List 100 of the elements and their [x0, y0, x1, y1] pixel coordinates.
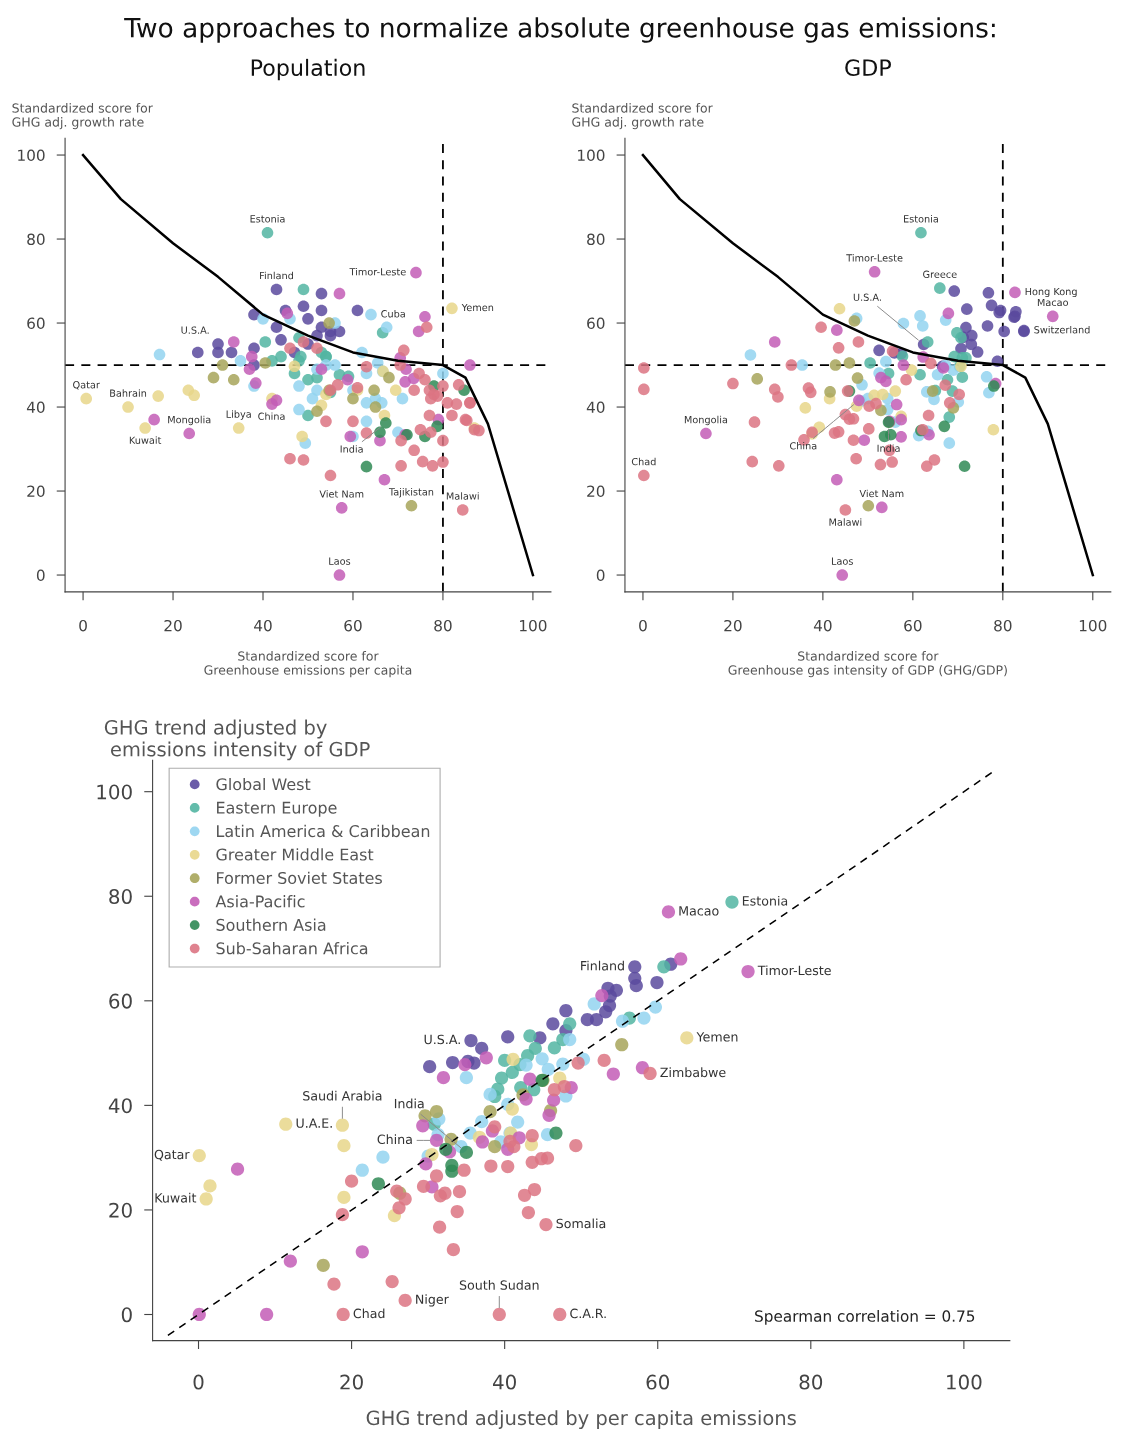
- chart-title: GDP: [845, 59, 891, 77]
- annotation: Libya: [226, 410, 251, 420]
- x-tick-label: 60: [646, 1374, 670, 1390]
- annotation: Laos: [831, 557, 853, 565]
- annotation: South Sudan: [459, 1280, 539, 1290]
- x-tick-label: 80: [994, 619, 1012, 632]
- x-axis-title: Standardized score for Greenhouse gas intensity of GDP (GHG/GDP): [728, 651, 1007, 678]
- y-axis-title: GHG trend adjusted by emissions intensity of GDP: [104, 719, 370, 761]
- annotation: Hong Kong: [1025, 287, 1077, 298]
- x-tick-label: 80: [799, 1374, 823, 1390]
- annotation: Qatar: [154, 1149, 190, 1161]
- y-axis-title: Standardized score for GHG adj. growth rate: [12, 103, 153, 130]
- y-tick-label: 20: [109, 1202, 132, 1218]
- legend-label: Greater Middle East: [216, 848, 374, 861]
- x-tick-label: 40: [813, 619, 832, 632]
- annotation: Niger: [416, 1294, 449, 1307]
- annotation: China: [789, 441, 817, 450]
- text: Two approaches to normalize absolute greenhouse gas emissions:: [124, 17, 995, 43]
- x-tick-label: 60: [344, 619, 362, 632]
- legend-label: Southern Asia: [216, 918, 326, 931]
- annotation: Timor-Leste: [846, 254, 903, 262]
- annotation: Viet Nam: [319, 490, 364, 498]
- annotation: Spearman correlation = 0.75: [755, 1310, 975, 1325]
- x-tick-label: 0: [639, 619, 647, 632]
- annotation: China: [258, 412, 285, 420]
- chart-title: Population: [251, 58, 365, 81]
- annotation: Macao: [679, 906, 719, 916]
- annotation: India: [340, 445, 363, 453]
- y-tick-label: 40: [26, 401, 45, 414]
- annotation: Finland: [260, 271, 293, 280]
- legend-label: Latin America & Caribbean: [217, 824, 430, 838]
- annotation: Qatar: [73, 381, 100, 390]
- annotation: Finland: [581, 960, 624, 971]
- annotation: Malawi: [446, 492, 479, 500]
- x-tick-label: 100: [947, 1374, 982, 1390]
- legend-label: Asia-Pacific: [215, 895, 305, 908]
- annotation: India: [394, 1098, 424, 1109]
- annotation: Malawi: [829, 518, 862, 526]
- x-tick-label: 20: [724, 619, 742, 632]
- y-tick-label: 80: [587, 233, 605, 246]
- y-tick-label: 100: [97, 784, 132, 800]
- annotation: Viet Nam: [859, 489, 904, 498]
- annotation: Mongolia: [684, 415, 728, 426]
- y-tick-label: 40: [108, 1098, 132, 1114]
- annotation: Somalia: [556, 1218, 606, 1229]
- legend-label: Global West: [216, 777, 311, 791]
- x-tick-label: 40: [254, 619, 272, 632]
- y-tick-label: 80: [109, 889, 132, 905]
- y-tick-label: 80: [27, 233, 45, 246]
- x-axis-title: Standardized score for Greenhouse emissions per capita: [204, 651, 412, 678]
- y-tick-label: 100: [578, 149, 605, 162]
- annotation: Chad: [631, 457, 656, 466]
- x-tick-label: 80: [434, 619, 452, 632]
- annotation: Bahrain: [110, 389, 147, 397]
- annotation: Timor-Leste: [757, 965, 831, 976]
- annotation: Yemen: [461, 303, 494, 312]
- y-tick-label: 40: [586, 401, 605, 414]
- annotation: U.S.A.: [424, 1034, 460, 1045]
- annotation: C.A.R.: [570, 1308, 606, 1319]
- x-tick-label: 100: [520, 619, 547, 632]
- y-tick-label: 0: [121, 1307, 132, 1323]
- annotation: Zimbabwe: [660, 1067, 726, 1078]
- x-tick-label: 20: [340, 1374, 363, 1390]
- annotation: China: [377, 1134, 412, 1145]
- x-tick-label: 100: [1079, 619, 1107, 632]
- annotation: Estonia: [904, 215, 938, 223]
- annotation: Mongolia: [168, 415, 211, 426]
- y-tick-label: 0: [36, 569, 45, 582]
- x-tick-label: 40: [492, 1374, 516, 1390]
- x-tick-label: 0: [79, 619, 87, 632]
- annotation: Tajikistan: [388, 488, 434, 498]
- y-axis-title: Standardized score for GHG adj. growth rate: [572, 103, 713, 130]
- annotation: Laos: [329, 557, 351, 565]
- y-tick-label: 0: [596, 569, 605, 582]
- annotation: U.A.E.: [296, 1118, 332, 1128]
- annotation: Greece: [923, 270, 957, 278]
- legend-label: Eastern Europe: [217, 801, 337, 817]
- annotation: Switzerland: [1034, 325, 1090, 334]
- y-tick-label: 20: [587, 485, 605, 498]
- annotation: U.S.A.: [853, 293, 881, 301]
- annotation: Saudi Arabia: [303, 1090, 382, 1101]
- annotation: U.S.A.: [181, 326, 209, 334]
- annotation: Estonia: [250, 215, 285, 223]
- x-tick-label: 0: [193, 1374, 204, 1390]
- annotation: Chad: [353, 1308, 385, 1319]
- annotation: Macao: [1037, 298, 1069, 307]
- x-tick-label: 20: [164, 619, 182, 632]
- annotation: Estonia: [742, 895, 788, 906]
- y-tick-label: 60: [587, 317, 605, 330]
- y-tick-label: 20: [27, 485, 45, 498]
- annotation: Yemen: [696, 1032, 738, 1042]
- y-tick-label: 60: [27, 317, 45, 330]
- annotation: Timor-Leste: [349, 267, 406, 276]
- legend-label: Sub-Saharan Africa: [216, 942, 368, 955]
- annotation: Kuwait: [155, 1192, 197, 1203]
- y-tick-label: 100: [18, 149, 45, 162]
- annotation: Cuba: [381, 309, 405, 318]
- annotation: Kuwait: [129, 436, 162, 444]
- x-axis-title: GHG trend adjusted by per capita emissions: [366, 1410, 796, 1430]
- legend-label: Former Soviet States: [217, 871, 382, 885]
